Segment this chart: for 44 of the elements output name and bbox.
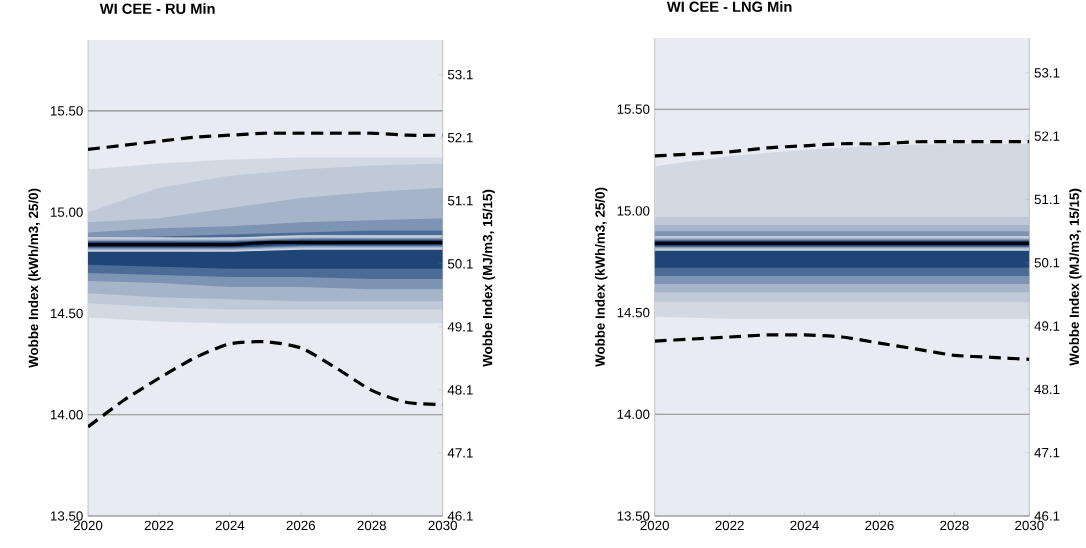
y2-axis-title: Wobbe Index (MJ/m3, 15/15) <box>1069 188 1082 366</box>
x-tick-label: 2028 <box>940 520 969 531</box>
y2-tick-label: 48.1 <box>1034 384 1060 395</box>
y-tick-label: 15.50 <box>50 106 83 116</box>
y-tick-label: 15.00 <box>617 206 650 216</box>
y2-tick-label: 51.1 <box>447 196 473 206</box>
y2-tick-label: 46.1 <box>1034 511 1060 521</box>
y2-tick-label: 52.1 <box>1034 131 1060 141</box>
x-tick-label: 2022 <box>144 520 174 531</box>
x-tick-label: 2026 <box>865 520 894 531</box>
y2-axis-title: Wobbe Index (MJ/m3, 15/15) <box>482 189 495 367</box>
x-tick-label: 2024 <box>215 520 245 531</box>
y-tick-label: 13.50 <box>50 511 83 521</box>
y-tick-label: 14.00 <box>50 409 83 420</box>
y2-tick-label: 51.1 <box>1034 194 1060 205</box>
y2-tick-label: 49.1 <box>447 322 473 332</box>
y-axis-title: Wobbe Index (kWh/m3, 25/0) <box>28 188 41 368</box>
chart-title: WI CEE - RU Min <box>99 3 215 14</box>
y2-tick-label: 53.1 <box>1034 68 1060 78</box>
y2-tick-label: 52.1 <box>447 132 473 143</box>
y2-tick-label: 47.1 <box>447 448 473 458</box>
x-tick-label: 2020 <box>73 520 103 531</box>
chart-title: WI CEE - LNG Min <box>666 1 792 12</box>
x-tick-label: 2022 <box>715 520 744 531</box>
y2-tick-label: 47.1 <box>1034 448 1060 458</box>
y-tick-label: 15.50 <box>617 104 650 114</box>
x-tick-label: 2028 <box>357 520 386 531</box>
x-tick-label: 2020 <box>640 520 669 531</box>
y-tick-label: 13.50 <box>617 511 650 521</box>
y2-tick-label: 49.1 <box>1034 321 1060 331</box>
y-axis-title: Wobbe Index (kWh/m3, 25/0) <box>595 187 608 367</box>
y2-tick-label: 50.1 <box>1034 258 1060 268</box>
y2-tick-label: 50.1 <box>447 259 473 269</box>
y2-tick-label: 46.1 <box>447 511 473 521</box>
y2-tick-label: 53.1 <box>447 69 473 80</box>
x-tick-label: 2030 <box>428 520 457 531</box>
x-tick-label: 2024 <box>790 520 819 531</box>
x-tick-label: 2026 <box>286 520 316 531</box>
y-tick-label: 15.00 <box>50 207 83 217</box>
y-tick-label: 14.50 <box>617 307 650 318</box>
y-tick-label: 14.00 <box>617 409 650 419</box>
y2-tick-label: 48.1 <box>447 385 473 395</box>
x-tick-label: 2030 <box>1015 520 1044 531</box>
y-tick-label: 14.50 <box>50 308 83 319</box>
